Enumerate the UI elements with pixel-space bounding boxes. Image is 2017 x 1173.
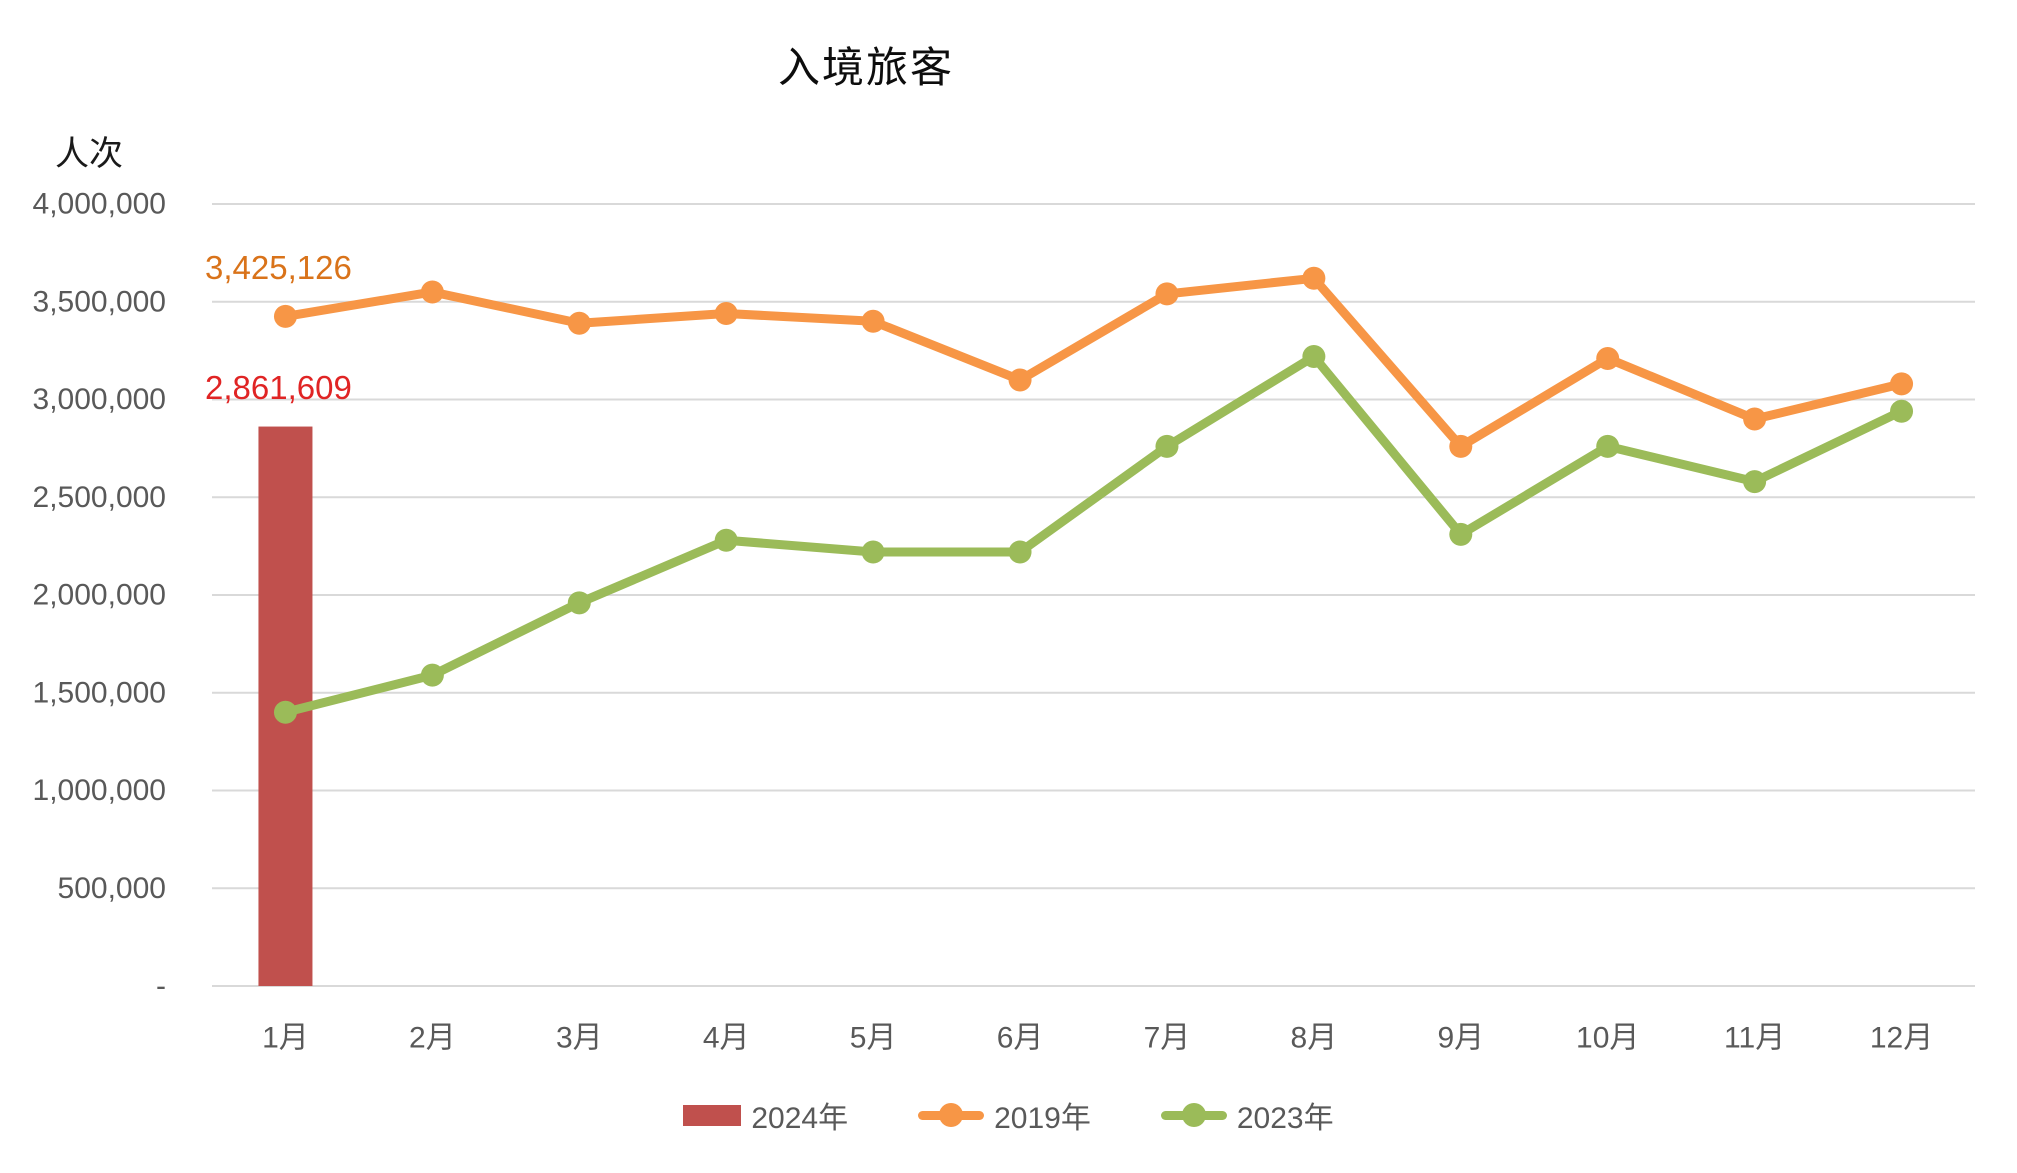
series-2023-marker — [714, 528, 738, 552]
x-tick-label: 6月 — [997, 1022, 1044, 1055]
series-2019-line — [280, 273, 1907, 451]
series-2019-marker — [567, 311, 591, 335]
series-2019-marker — [1743, 407, 1767, 431]
y-tick-label: 2,500,000 — [33, 481, 166, 514]
data-label-2024-jan: 2,861,609 — [205, 369, 352, 406]
x-tick-label: 3月 — [556, 1022, 603, 1055]
x-tick-label: 7月 — [1144, 1022, 1191, 1055]
legend-label-2024: 2024年 — [751, 1102, 849, 1135]
y-tick-label: 3,500,000 — [33, 285, 166, 318]
y-tick-label: 1,500,000 — [33, 676, 166, 709]
x-tick-label: 5月 — [850, 1022, 897, 1055]
series-2019-marker — [714, 301, 738, 325]
chart-title: 入境旅客 — [777, 44, 955, 91]
series-2019-marker — [1008, 368, 1032, 392]
y-tick-label: 2,000,000 — [33, 579, 166, 612]
y-axis-unit-label: 人次 — [55, 135, 123, 173]
series-2019-marker — [273, 304, 297, 328]
series-2023-marker — [1008, 540, 1032, 564]
legend-item-2024: 2024年 — [683, 1093, 848, 1137]
series-2023-marker — [273, 700, 297, 724]
series-2023-line — [280, 351, 1907, 717]
series-2019-marker — [1302, 266, 1326, 290]
legend-marker-dot-icon — [1181, 1103, 1206, 1127]
data-label-2019-jan: 3,425,126 — [205, 249, 352, 286]
legend-swatch-line-icon — [1160, 1103, 1227, 1127]
x-tick-label: 12月 — [1870, 1022, 1933, 1055]
y-tick-label: 4,000,000 — [33, 188, 166, 221]
y-tick-label: 1,000,000 — [33, 774, 166, 807]
series-2023-marker — [420, 663, 444, 687]
series-2023-marker — [1449, 522, 1473, 546]
legend-marker-dot-icon — [939, 1103, 964, 1127]
legend: 2024年 2019年 2023年 — [0, 1093, 2017, 1137]
x-tick-label: 9月 — [1437, 1022, 1484, 1055]
x-tick-label: 2月 — [409, 1022, 456, 1055]
x-tick-label: 8月 — [1291, 1022, 1338, 1055]
series-2023-marker — [861, 540, 885, 564]
legend-item-2023: 2023年 — [1160, 1093, 1334, 1137]
y-tick-label: 500,000 — [58, 872, 166, 905]
y-tick-label: - — [156, 970, 166, 1003]
series-2023-marker — [1890, 399, 1914, 423]
series-2019-marker — [861, 309, 885, 333]
series-2019-marker — [1596, 346, 1620, 370]
series-2023-marker — [1596, 434, 1620, 458]
legend-swatch-bar-icon — [683, 1104, 742, 1126]
series-2019-marker — [1155, 282, 1179, 306]
legend-swatch-line-icon — [918, 1103, 985, 1127]
x-tick-label: 1月 — [262, 1022, 309, 1055]
series-2023-marker — [1302, 344, 1326, 368]
series-2019-marker — [1449, 434, 1473, 458]
x-tick-label: 11月 — [1724, 1022, 1785, 1055]
legend-label-2023: 2023年 — [1236, 1102, 1334, 1135]
series-2023-marker — [1155, 434, 1179, 458]
x-tick-label: 10月 — [1576, 1022, 1639, 1055]
legend-item-2019: 2019年 — [918, 1093, 1091, 1137]
series-2023-marker — [567, 591, 591, 615]
series-2023-marker — [1743, 470, 1767, 494]
series-2019-marker — [420, 280, 444, 304]
x-tick-label: 4月 — [703, 1022, 750, 1055]
y-tick-label: 3,000,000 — [33, 383, 166, 416]
series-2019-marker — [1890, 372, 1914, 396]
legend-label-2019: 2019年 — [994, 1102, 1091, 1135]
